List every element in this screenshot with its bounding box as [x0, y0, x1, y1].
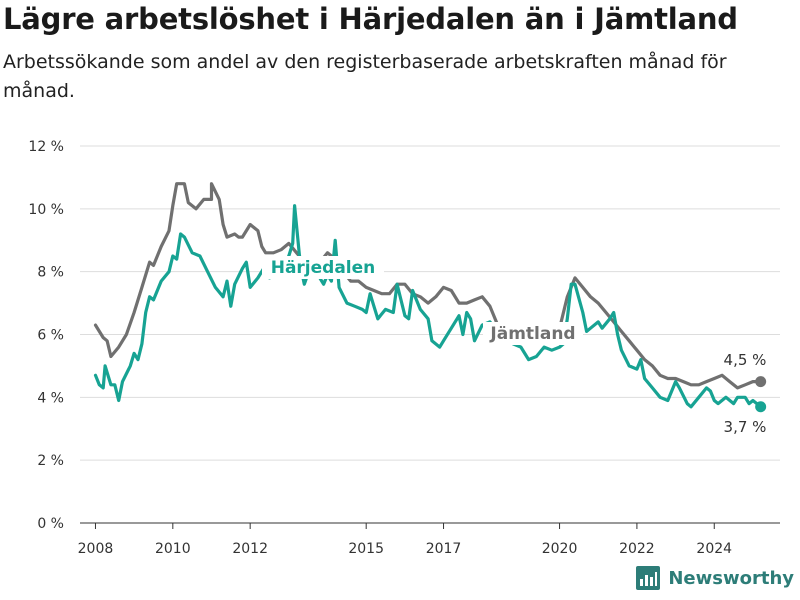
x-axis-ticks: 2008 2010 2012 2015 2017 2020 2022 2024 — [78, 523, 732, 557]
series-label-0: Jämtland — [483, 322, 583, 345]
y-tick-label: 4 % — [37, 390, 64, 406]
series-label-text: Jämtland — [489, 324, 575, 344]
y-tick-label: 12 % — [28, 139, 64, 155]
end-value-label: 4,5 % — [724, 351, 767, 369]
page-title: Lägre arbetslöshet i Härjedalen än i Jäm… — [3, 2, 738, 36]
series-lines — [93, 182, 767, 413]
series-line-0 — [93, 182, 763, 390]
brand-name: Newsworthy — [668, 567, 794, 589]
y-axis-ticks: 0 % 2 % 4 % 6 % 8 % 10 % 12 % — [28, 139, 64, 532]
series-label-bg — [262, 256, 384, 279]
x-tick-label: 2022 — [619, 541, 655, 557]
newsworthy-logo-icon — [636, 566, 661, 590]
series-end-marker — [755, 376, 767, 388]
series-label-bg — [483, 322, 583, 345]
y-tick-label: 6 % — [37, 328, 64, 344]
x-tick-label: 2015 — [348, 541, 384, 557]
series-label-text: Härjedalen — [271, 258, 376, 278]
x-tick-label: 2012 — [232, 541, 268, 557]
y-tick-label: 0 % — [37, 516, 64, 532]
y-tick-label: 2 % — [37, 453, 64, 469]
end-value-label: 3,7 % — [724, 418, 767, 436]
x-tick-label: 2020 — [542, 541, 578, 557]
series-label-1: Härjedalen — [262, 256, 384, 279]
x-tick-label: 2024 — [696, 541, 732, 557]
brand-logo: Newsworthy — [636, 566, 794, 590]
y-tick-label: 8 % — [37, 265, 64, 281]
y-tick-label: 10 % — [28, 202, 64, 218]
series-labels: Härjedalen Jämtland 4,5 % 3,7 % — [262, 256, 766, 436]
series-line-1 — [93, 204, 763, 409]
x-tick-label: 2010 — [155, 541, 191, 557]
page-subtitle: Arbetssökande som andel av den registerb… — [3, 51, 727, 102]
series-end-marker — [755, 401, 767, 413]
x-tick-label: 2017 — [426, 541, 462, 557]
x-tick-label: 2008 — [78, 541, 114, 557]
